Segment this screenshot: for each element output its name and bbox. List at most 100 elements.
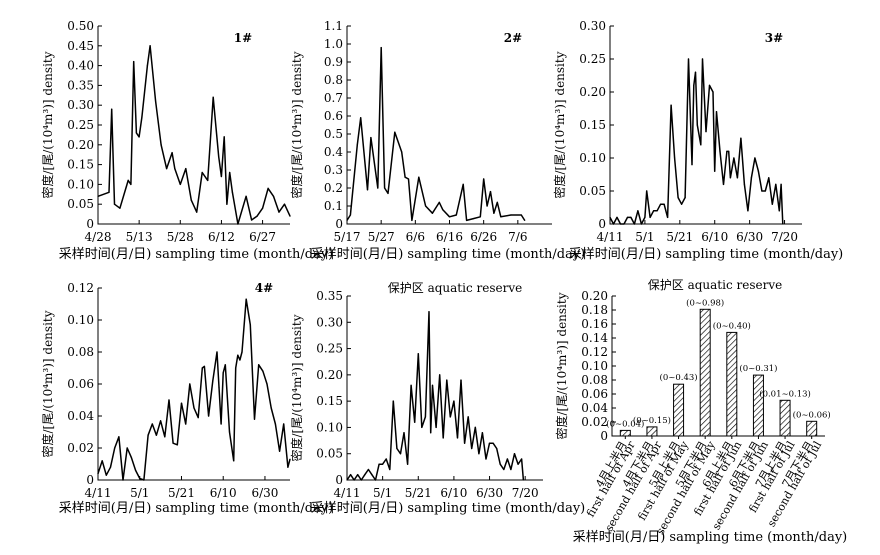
data-point <box>377 187 379 189</box>
data-point <box>520 214 522 216</box>
y-tick-label: 0.5 <box>324 127 343 141</box>
data-point <box>667 216 669 218</box>
data-point <box>279 450 281 452</box>
data-point <box>474 426 476 428</box>
data-point <box>403 432 405 434</box>
data-point <box>708 84 711 86</box>
data-point <box>109 466 112 468</box>
y-tick-label: 0.06 <box>67 377 94 391</box>
data-point <box>761 190 763 192</box>
data-point <box>256 215 258 217</box>
y-tick-label: 0.4 <box>324 145 343 159</box>
y-tick-label: 0.04 <box>581 401 608 415</box>
y-tick-label: 0.14 <box>581 331 608 345</box>
x-tick-label: 6/30 <box>476 486 503 500</box>
data-point <box>374 479 377 481</box>
data-point <box>478 453 480 455</box>
series-line <box>97 45 291 225</box>
data-point <box>462 183 464 185</box>
series-line <box>346 46 526 222</box>
panel-title: 保护区 aquatic reserve <box>388 281 522 295</box>
data-point <box>626 216 629 218</box>
bar-range-label: (0.01~0.13) <box>759 388 811 399</box>
data-point <box>97 473 99 475</box>
data-point <box>262 207 264 209</box>
data-point <box>113 203 116 205</box>
data-point <box>149 45 151 47</box>
y-tick-label: 0.8 <box>324 73 343 87</box>
y-tick-label: 0 <box>600 429 608 443</box>
y-tick-label: 0.04 <box>67 409 94 423</box>
data-point <box>220 423 222 425</box>
data-point <box>207 179 209 181</box>
data-point <box>174 168 176 170</box>
data-point <box>164 436 166 438</box>
data-point <box>782 223 784 225</box>
series-line <box>346 311 525 481</box>
data-point <box>616 216 618 218</box>
data-point <box>649 216 651 218</box>
data-point <box>138 136 140 138</box>
data-point <box>694 71 697 73</box>
data-point <box>637 210 639 212</box>
data-point <box>764 190 766 192</box>
data-point <box>656 210 658 212</box>
data-point <box>155 434 157 436</box>
y-tick-label: 1.1 <box>324 19 343 33</box>
y-tick-label: 0.25 <box>67 118 94 132</box>
data-point <box>229 171 231 174</box>
y-tick-label: 0.10 <box>581 359 608 373</box>
data-point <box>700 144 702 146</box>
y-tick-label: 0.35 <box>316 289 343 303</box>
x-tick-label: 5/13 <box>126 230 153 244</box>
data-point <box>266 383 268 385</box>
data-point <box>714 170 716 172</box>
data-point <box>407 463 409 465</box>
data-point <box>633 223 636 225</box>
bar-range-label: (0~0.06) <box>793 409 831 420</box>
data-point <box>155 100 157 102</box>
x-tick-label: 4/28 <box>85 230 112 244</box>
y-tick-label: 0.10 <box>316 420 343 434</box>
data-point <box>653 210 655 212</box>
data-point <box>193 407 195 409</box>
data-point <box>218 386 220 388</box>
data-point <box>712 91 714 93</box>
x-tick-label: 5/1 <box>373 486 392 500</box>
x-axis-label: 采样时间(月/日) sampling time (month/day) <box>311 247 585 262</box>
data-point <box>489 191 492 193</box>
y-tick-label: 0 <box>335 217 343 231</box>
data-point <box>472 218 474 220</box>
data-point <box>212 380 214 382</box>
x-tick-label: 6/10 <box>440 486 467 500</box>
data-point <box>439 374 441 376</box>
data-point <box>646 190 648 192</box>
data-point <box>743 183 746 185</box>
data-point <box>143 479 145 481</box>
data-point <box>289 458 291 460</box>
y-tick-label: 0.12 <box>67 281 94 295</box>
data-point <box>216 351 218 353</box>
data-point <box>485 458 487 460</box>
data-point <box>488 442 491 444</box>
data-point <box>360 117 362 119</box>
y-tick-label: 0.20 <box>581 289 608 303</box>
data-point <box>492 442 494 444</box>
data-point <box>384 187 386 189</box>
bar <box>673 383 685 437</box>
data-point <box>239 359 241 361</box>
data-point <box>278 211 280 213</box>
data-point <box>274 423 276 425</box>
bar-range-label: (0~0.40) <box>713 320 751 331</box>
data-point <box>251 219 253 221</box>
data-point <box>705 131 707 133</box>
data-point <box>367 468 369 471</box>
x-tick-label: 6/12 <box>208 230 235 244</box>
data-point <box>691 164 693 166</box>
data-point <box>496 447 498 450</box>
y-tick-label: 0.30 <box>67 98 94 112</box>
data-point <box>346 219 348 221</box>
data-point <box>609 216 611 218</box>
data-point <box>231 191 233 193</box>
data-point <box>122 479 124 481</box>
